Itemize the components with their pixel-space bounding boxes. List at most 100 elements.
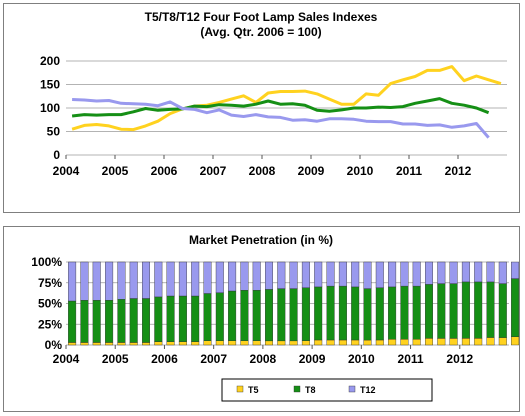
bar-segment-t8 [203,293,212,341]
series-line-t8 [71,97,490,118]
bar-segment-t8 [351,286,360,341]
bar-segment-t5 [338,339,347,346]
y-tick-label: 0 [53,148,60,162]
y-tick-label: 0% [45,338,63,352]
series-line-t12 [72,98,490,139]
bar-segment-t8 [486,281,495,338]
bar-segment-t12 [228,261,237,292]
bar-segment-t12 [425,261,434,285]
bar-segment-t8 [129,298,138,343]
bar-segment-t12 [461,261,470,283]
bar-segment-t8 [141,298,150,343]
bar-segment-t8 [166,295,175,342]
bar-segment-t12 [474,261,483,283]
bar-segment-t12 [412,261,421,287]
bar-segment-t5 [511,336,519,346]
bar-segment-t5 [265,340,274,346]
bar-segment-t5 [129,342,138,346]
bar-segment-t12 [154,261,163,298]
bar-segment-t8 [215,292,224,341]
bar-segment-t8 [105,299,114,343]
bar-segment-t12 [203,261,212,294]
bar-segment-t5 [400,338,409,346]
bar-segment-t8 [80,299,89,343]
bar-segment-t5 [289,340,298,346]
legend-label-t5: T5 [248,385,259,395]
bar-segment-t5 [425,338,434,346]
bar-segment-t12 [400,261,409,287]
bar-segment-t12 [486,261,495,283]
bar-segment-t5 [461,338,470,346]
x-tick-label: 2004 [53,164,80,178]
bar-segment-t12 [178,261,187,297]
x-tick-label: 2009 [298,164,325,178]
bar-segment-t12 [117,261,126,300]
bar-segment-t8 [68,300,77,343]
bar-segment-t5 [449,338,458,346]
x-tick-label: 2012 [445,164,472,178]
bar-segment-t8 [474,281,483,339]
sales-index-chart-panel: T5/T8/T12 Four Foot Lamp Sales Indexes (… [3,3,520,213]
y-tick-label: 200 [40,54,60,68]
bar-segment-t5 [363,339,372,346]
bar-segment-t12 [105,261,114,301]
x-tick-label: 2007 [200,164,227,178]
bar-segment-t12 [80,261,89,301]
bar-segment-t8 [154,296,163,342]
bar-segment-t8 [289,288,298,342]
bar-segment-t12 [265,261,274,290]
legend-label-t12: T12 [360,385,376,395]
bar-segment-t12 [301,261,310,288]
bar-segment-t8 [511,278,519,337]
bar-segment-t12 [289,261,298,289]
bar-segment-t12 [375,261,384,288]
bar-segment-t5 [486,337,495,346]
bar-segment-t12 [511,261,519,279]
chart-title: T5/T8/T12 Four Foot Lamp Sales Indexes [145,10,378,24]
legend-box [221,378,433,402]
bar-segment-t8 [265,289,274,342]
bar-segment-t12 [388,261,397,288]
market-penetration-chart: Market Penetration (in %) 0% 25% 50% 75% 100… [31,233,519,402]
bar-segment-t12 [363,261,372,289]
bar-segment-t8 [388,286,397,340]
bar-segment-t5 [154,341,163,346]
x-tick-label: 2010 [348,352,375,366]
bar-segment-t5 [80,342,89,346]
market-penetration-chart-panel: Market Penetration (in %) 0% 25% 50% 75% 100… [3,226,520,412]
x-tick-label: 2006 [151,164,178,178]
bar-segment-t5 [141,342,150,346]
bar-segment-t12 [166,261,175,297]
bar-segment-t5 [240,340,249,346]
sales-index-chart: T5/T8/T12 Four Foot Lamp Sales Indexes (… [40,10,507,178]
bar-segment-t5 [203,340,212,346]
bar-segment-t8 [314,286,323,341]
bar-segment-t8 [117,299,126,343]
x-tick-label: 2004 [53,352,80,366]
bar-segment-t5 [301,340,310,346]
bar-segment-t5 [388,338,397,346]
bar-segment-t12 [338,261,347,287]
series-line-t5 [71,65,502,132]
bar-segment-t12 [498,261,507,284]
bar-segment-t8 [92,299,101,343]
bar-segment-t5 [252,340,261,346]
bar-segment-t12 [129,261,138,299]
bar-segment-t5 [228,340,237,346]
bar-segment-t5 [277,340,286,346]
bar-segment-t8 [191,295,200,342]
y-tick-label: 150 [40,78,60,92]
x-tick-label: 2011 [396,164,422,178]
bar-segment-t12 [449,261,458,284]
bar-segment-t5 [474,338,483,346]
bar-segment-t8 [326,285,335,341]
bar-segment-t5 [351,339,360,346]
y-tick-label: 100% [31,255,62,269]
bar-segment-t5 [92,342,101,346]
legend-label-t8: T8 [305,385,316,395]
bar-segment-t12 [215,261,224,293]
y-tick-label: 25% [38,317,62,331]
bar-segment-t12 [141,261,150,299]
y-tick-label: 50 [47,125,61,139]
bar-segment-t12 [437,261,446,284]
